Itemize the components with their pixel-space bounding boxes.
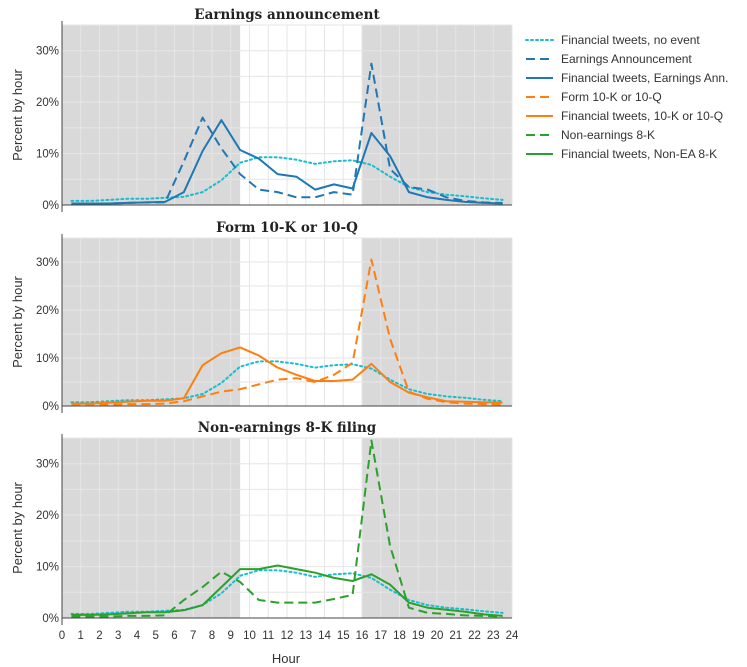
- panel-3: 0%10%20%30%0 1 2 3 4 5 6 7 8 9 10 11 12 13 14 15 16 17 18 1…: [10, 420, 519, 666]
- legend-item: Financial tweets, 10-K or 10-Q: [526, 109, 723, 123]
- y-tick-label: 30%: [36, 257, 59, 269]
- y-tick-label: 10%: [36, 562, 59, 574]
- y-tick-label: 10%: [36, 149, 59, 161]
- x-tick-label: 22: [468, 630, 481, 642]
- x-tick-label: 21: [449, 630, 462, 642]
- x-tick-label: 24: [506, 630, 519, 642]
- x-tick-label: 20: [431, 630, 444, 642]
- panel-title: Non-earnings 8-K filing: [198, 420, 377, 436]
- legend-label: Form 10-K or 10-Q: [561, 90, 662, 104]
- gridlines: [61, 237, 513, 407]
- series-line: [70, 156, 504, 202]
- series-line: [71, 346, 503, 405]
- x-tick-label: 12: [281, 630, 294, 642]
- legend-item: Form 10-K or 10-Q: [526, 90, 662, 104]
- x-axis-label: Hour: [272, 651, 301, 666]
- x-tick-label: 19: [412, 630, 425, 642]
- x-tick-label: 6: [171, 630, 177, 642]
- y-tick-label: 0%: [42, 613, 59, 625]
- y-tick-label: 30%: [36, 46, 59, 58]
- x-tick-label: 0: [59, 630, 65, 642]
- y-tick-label: 0%: [42, 401, 59, 413]
- x-tick-label: 4: [134, 630, 141, 642]
- x-tick-label: 23: [487, 630, 500, 642]
- closed-hours-shade: [62, 438, 241, 618]
- x-tick-label: 1: [78, 630, 84, 642]
- legend-label: Non-earnings 8-K: [561, 128, 655, 142]
- y-tick-label: 30%: [36, 459, 59, 471]
- legend-item: Earnings Announcement: [526, 52, 692, 66]
- legend: Financial tweets, no event Earnings Annou…: [525, 33, 728, 161]
- y-tick-label: 10%: [36, 353, 59, 365]
- y-axis-label: Percent by hour: [10, 275, 25, 367]
- panel-title: Form 10-K or 10-Q: [216, 220, 358, 236]
- series-line: [71, 258, 503, 406]
- legend-item: Financial tweets, Earnings Ann.: [526, 71, 728, 85]
- y-tick-label: 20%: [36, 305, 59, 317]
- panel-2: 0% 10% 20% 30% Form 10-K or 10-Q Percent by h…: [10, 220, 513, 413]
- y-axis-label: Percent by hour: [10, 481, 25, 573]
- x-tick-label: 10: [243, 630, 256, 642]
- panels: 0%10%20%30%Earnings announcementPercent …: [10, 7, 519, 666]
- legend-item: Non-earnings 8-K: [526, 128, 655, 142]
- x-tick-label: 8: [209, 630, 215, 642]
- x-tick-label: 16: [356, 630, 369, 642]
- panel-title: Earnings announcement: [194, 7, 380, 23]
- legend-label: Earnings Announcement: [561, 52, 692, 66]
- x-tick-label: 3: [115, 630, 121, 642]
- legend-label: Financial tweets, 10-K or 10-Q: [561, 109, 723, 123]
- x-tick-label: 14: [318, 630, 331, 642]
- y-tick-label: 20%: [36, 97, 59, 109]
- series-line: [71, 564, 503, 617]
- closed-hours-shade: [62, 238, 241, 406]
- closed-hours-shade: [62, 25, 241, 205]
- x-tick-label: 13: [299, 630, 312, 642]
- x-tick-label: 15: [337, 630, 350, 642]
- legend-label: Financial tweets, Non-EA 8-K: [561, 147, 717, 161]
- y-axis-label: Percent by hour: [10, 68, 25, 160]
- series-line: [71, 439, 503, 618]
- legend-label: Financial tweets, no event: [561, 33, 700, 47]
- x-tick-label: 9: [228, 630, 234, 642]
- x-tick-label: 5: [153, 630, 159, 642]
- x-tick-label: 7: [190, 630, 196, 642]
- x-tick-label: 17: [374, 630, 387, 642]
- panel-1: 0% 10% 20% 30% Earnings announcement Percent …: [10, 7, 513, 212]
- legend-item: Financial tweets, no event: [525, 33, 700, 47]
- x-tick-label: 18: [393, 630, 406, 642]
- y-tick-label: 20%: [36, 510, 59, 522]
- legend-item: Financial tweets, Non-EA 8-K: [526, 147, 717, 161]
- x-tick-label: 11: [262, 630, 274, 642]
- legend-label: Financial tweets, Earnings Ann.: [561, 71, 728, 85]
- x-tick-label: 2: [96, 630, 102, 642]
- series-line: [71, 119, 503, 205]
- y-tick-label: 0%: [42, 200, 59, 212]
